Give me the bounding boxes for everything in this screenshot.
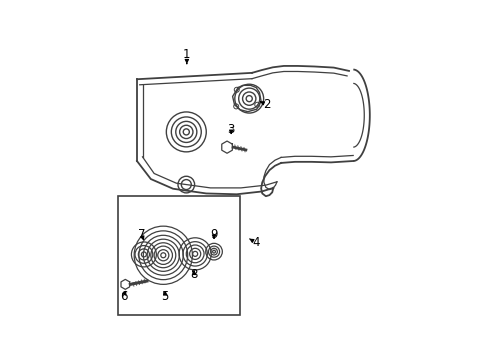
Text: 1: 1: [183, 48, 190, 64]
Text: 4: 4: [249, 236, 260, 249]
Text: 6: 6: [120, 289, 127, 302]
Text: 7: 7: [138, 228, 145, 241]
Text: 3: 3: [227, 123, 234, 136]
Text: 9: 9: [210, 228, 217, 241]
Text: 8: 8: [190, 268, 197, 281]
Text: 5: 5: [161, 289, 168, 302]
Text: 2: 2: [260, 98, 270, 111]
